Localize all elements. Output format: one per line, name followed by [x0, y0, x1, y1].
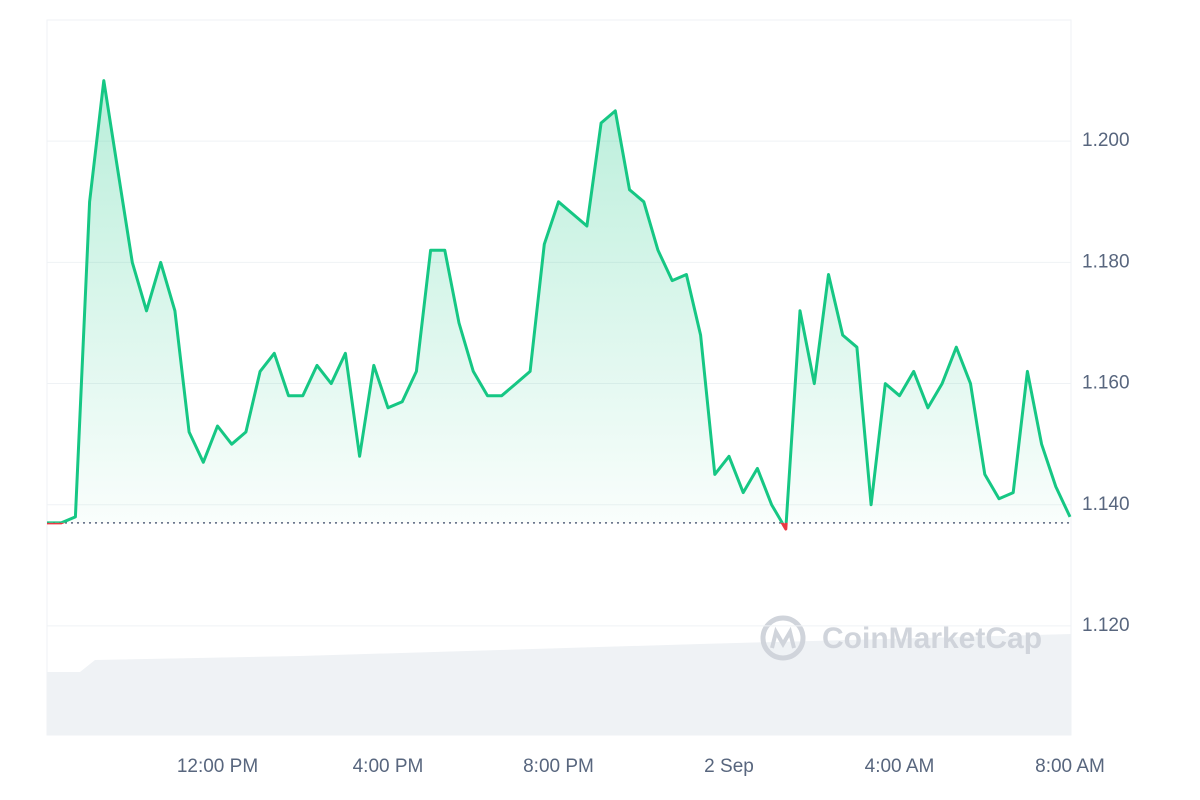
y-tick-label: 1.140 — [1082, 494, 1130, 515]
volume-area — [47, 634, 1071, 735]
area — [47, 80, 1070, 523]
x-tick-label: 12:00 PM — [177, 756, 258, 777]
y-tick-label: 1.120 — [1082, 615, 1130, 636]
y-tick-label: 1.160 — [1082, 373, 1130, 394]
x-tick-label: 8:00 PM — [523, 756, 594, 777]
watermark-logo — [760, 615, 806, 661]
x-tick-label: 8:00 AM — [1035, 756, 1105, 777]
watermark: CoinMarketCap — [822, 622, 1042, 655]
price-line — [47, 79, 1072, 523]
x-tick-label: 4:00 AM — [865, 756, 935, 777]
y-tick-label: 1.180 — [1082, 251, 1130, 272]
x-tick-label: 4:00 PM — [353, 756, 424, 777]
x-tick-label: 2 Sep — [704, 756, 754, 777]
y-tick-label: 1.200 — [1082, 130, 1130, 151]
